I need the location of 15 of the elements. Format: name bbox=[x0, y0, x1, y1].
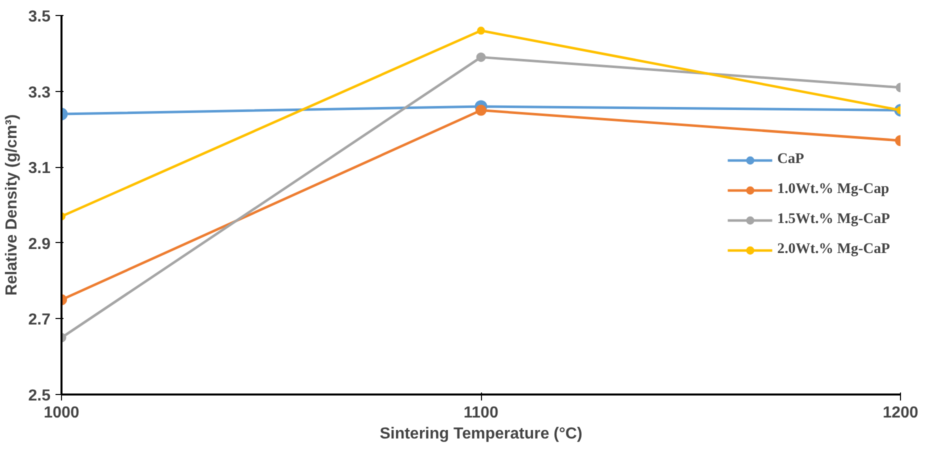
x-tick-label: 1000 bbox=[44, 404, 80, 422]
y-tick-label: 3.1 bbox=[28, 160, 51, 178]
y-tick-label: 2.9 bbox=[28, 236, 51, 253]
x-tick-label: 1100 bbox=[464, 404, 498, 422]
x-tick-label: 1200 bbox=[882, 404, 918, 422]
y-tick-label: 3.5 bbox=[28, 8, 51, 26]
legend-label: 1.0Wt.% Mg-Cap bbox=[777, 181, 890, 198]
x-axis-title: Sintering Temperature (°C) bbox=[380, 426, 582, 442]
y-tick-label: 2.5 bbox=[28, 388, 51, 404]
legend-label: 1.5Wt.% Mg-CaP bbox=[777, 211, 890, 228]
y-tick-label: 3.3 bbox=[28, 84, 51, 102]
legend-label: CaP bbox=[777, 151, 804, 168]
y-tick-label: 2.7 bbox=[28, 312, 51, 329]
legend-label: 2.0Wt.% Mg-CaP bbox=[777, 241, 890, 258]
y-axis-title: Relative Density (g/cm³) bbox=[3, 114, 20, 296]
